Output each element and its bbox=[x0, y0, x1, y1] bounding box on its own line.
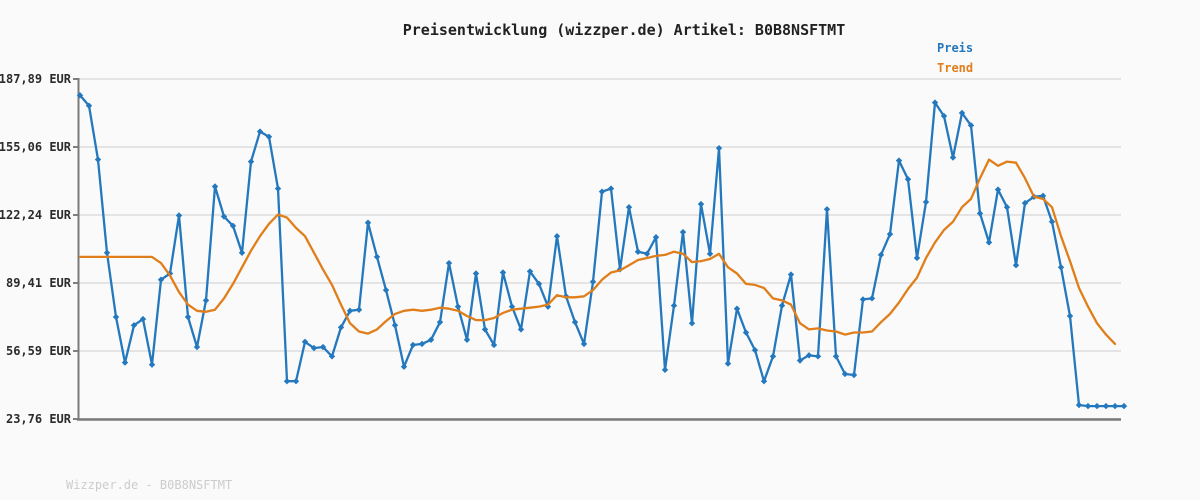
footer-watermark: Wizzper.de - B0B8NSFTMT bbox=[66, 478, 233, 492]
y-tick-label: 122,24 EUR bbox=[0, 208, 72, 222]
y-tick-label: 56,59 EUR bbox=[6, 344, 72, 358]
y-tick-label: 155,06 EUR bbox=[0, 140, 72, 154]
y-tick-label: 23,76 EUR bbox=[6, 412, 72, 426]
y-tick-label: 187,89 EUR bbox=[0, 72, 72, 86]
preis-markers bbox=[76, 92, 1128, 410]
preis-line bbox=[78, 94, 1126, 408]
y-tick-label: 89,41 EUR bbox=[6, 276, 72, 290]
trend-line bbox=[78, 158, 1117, 346]
chart-title: Preisentwicklung (wizzper.de) Artikel: B… bbox=[402, 21, 846, 39]
chart-legend: Preis Trend bbox=[937, 38, 973, 78]
legend-item-trend: Trend bbox=[937, 61, 974, 75]
legend-item-preis: Preis bbox=[937, 41, 974, 55]
